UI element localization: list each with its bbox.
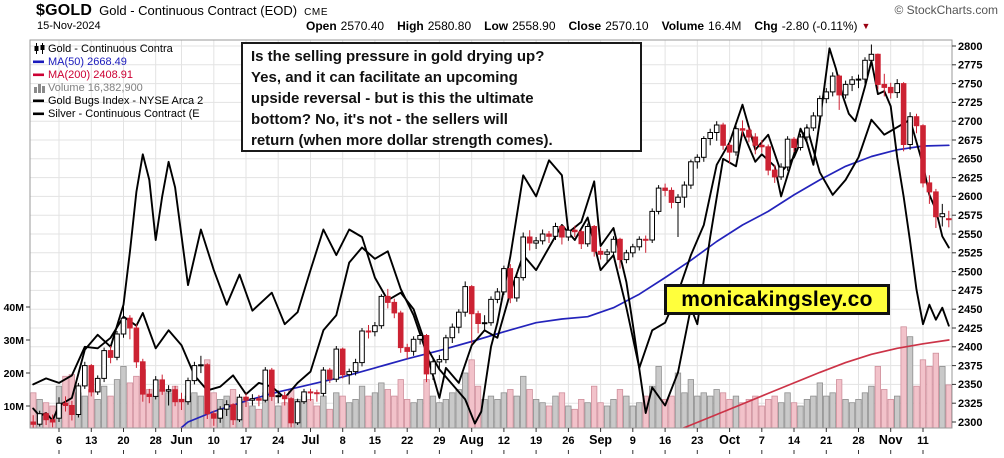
- legend-row: MA(50) 2668.49: [33, 55, 241, 68]
- svg-text:2650: 2650: [958, 154, 982, 166]
- svg-text:14: 14: [788, 435, 801, 447]
- quote-change: Chg -2.80 (-0.11%) ▼: [754, 19, 871, 33]
- svg-text:30M: 30M: [4, 335, 25, 347]
- svg-text:2775: 2775: [958, 60, 982, 72]
- svg-text:6: 6: [56, 435, 62, 447]
- legend-label: MA(50) 2668.49: [48, 55, 127, 68]
- svg-text:12: 12: [498, 435, 510, 447]
- legend-row: MA(200) 2408.91: [33, 68, 241, 81]
- candlestick-icon: [33, 43, 48, 54]
- svg-text:16: 16: [659, 435, 671, 447]
- svg-text:7: 7: [759, 435, 765, 447]
- down-triangle-icon: ▼: [861, 21, 871, 31]
- svg-text:2425: 2425: [958, 323, 982, 335]
- security-name: Gold - Continuous Contract (EOD): [99, 3, 298, 18]
- svg-text:Aug: Aug: [460, 433, 484, 447]
- svg-text:21: 21: [820, 435, 832, 447]
- svg-text:17: 17: [240, 435, 252, 447]
- svg-text:9: 9: [630, 435, 636, 447]
- quote-open: Open 2570.40: [306, 19, 385, 33]
- legend-label: Gold Bugs Index - NYSE Arca 2: [48, 94, 204, 107]
- svg-text:23: 23: [691, 435, 703, 447]
- annotation-line: Yes, and it can facilitate an upcoming: [251, 69, 518, 86]
- svg-text:10: 10: [208, 435, 220, 447]
- svg-text:29: 29: [433, 435, 445, 447]
- svg-text:2300: 2300: [958, 417, 982, 429]
- svg-text:2350: 2350: [958, 379, 982, 391]
- svg-text:2700: 2700: [958, 116, 982, 128]
- legend-row: Volume 16,382,900: [33, 81, 241, 94]
- svg-text:2750: 2750: [958, 78, 982, 90]
- svg-text:2575: 2575: [958, 210, 982, 222]
- svg-text:2675: 2675: [958, 135, 982, 147]
- svg-text:20M: 20M: [4, 368, 25, 380]
- ticker-symbol: $GOLD: [36, 2, 93, 19]
- svg-text:22: 22: [401, 435, 413, 447]
- svg-text:28: 28: [150, 435, 162, 447]
- svg-text:Jun: Jun: [170, 433, 192, 447]
- svg-text:2550: 2550: [958, 229, 982, 241]
- chart-legend: Gold - Continuous Contra MA(50) 2668.49 MA…: [33, 42, 241, 120]
- legend-label: Silver - Continuous Contract (E: [48, 107, 200, 120]
- svg-text:2450: 2450: [958, 304, 982, 316]
- annotation-line: Is the selling pressure in gold drying u…: [251, 48, 545, 65]
- svg-text:2325: 2325: [958, 398, 982, 410]
- annotation-line: bottom? No, it's not - the sellers will: [251, 111, 508, 128]
- chart-header: $GOLD Gold - Continuous Contract (EOD) C…: [36, 2, 328, 20]
- legend-row: Silver - Continuous Contract (E: [33, 107, 241, 120]
- chart-date: 15-Nov-2024: [37, 20, 101, 32]
- legend-row: Gold Bugs Index - NYSE Arca 2: [33, 94, 241, 107]
- watermark-badge: monicakingsley.co: [664, 284, 890, 315]
- line-swatch-icon: [33, 108, 48, 119]
- svg-text:40M: 40M: [4, 302, 25, 314]
- svg-text:13: 13: [85, 435, 97, 447]
- line-swatch-icon: [33, 95, 48, 106]
- svg-text:Sep: Sep: [589, 433, 612, 447]
- line-swatch-icon: [33, 69, 48, 80]
- annotation-box: Is the selling pressure in gold drying u…: [241, 42, 642, 152]
- svg-text:2800: 2800: [958, 41, 982, 53]
- svg-text:Nov: Nov: [879, 433, 903, 447]
- svg-text:2375: 2375: [958, 360, 982, 372]
- svg-text:19: 19: [530, 435, 542, 447]
- svg-text:2400: 2400: [958, 342, 982, 354]
- copyright: © StockCharts.com: [894, 3, 998, 17]
- legend-label: Volume 16,382,900: [48, 81, 143, 94]
- svg-text:Jul: Jul: [301, 433, 319, 447]
- exchange-label: CME: [304, 7, 329, 18]
- volume-bars-icon: [33, 82, 48, 93]
- svg-text:24: 24: [272, 435, 285, 447]
- legend-label: MA(200) 2408.91: [48, 68, 133, 81]
- svg-text:2625: 2625: [958, 172, 982, 184]
- quote-low: Low 2558.90: [484, 19, 556, 33]
- svg-text:2475: 2475: [958, 285, 982, 297]
- quote-bar: Open 2570.40 High 2580.80 Low 2558.90 Cl…: [306, 19, 870, 33]
- quote-volume: Volume 16.4M: [661, 19, 742, 33]
- quote-close: Close 2570.10: [568, 19, 649, 33]
- svg-text:28: 28: [852, 435, 864, 447]
- svg-text:11: 11: [917, 435, 929, 447]
- svg-text:10M: 10M: [4, 401, 25, 413]
- svg-text:26: 26: [562, 435, 574, 447]
- annotation-line: upside reversal - but is this the ultima…: [251, 90, 534, 107]
- svg-text:20: 20: [117, 435, 129, 447]
- svg-text:2525: 2525: [958, 248, 982, 260]
- svg-text:2600: 2600: [958, 191, 982, 203]
- svg-text:2725: 2725: [958, 97, 982, 109]
- line-swatch-icon: [33, 56, 48, 67]
- svg-text:Oct: Oct: [719, 433, 741, 447]
- svg-text:15: 15: [369, 435, 381, 447]
- svg-text:2500: 2500: [958, 266, 982, 278]
- legend-label: Gold - Continuous Contra: [48, 42, 173, 55]
- legend-row: Gold - Continuous Contra: [33, 42, 241, 55]
- svg-text:8: 8: [340, 435, 346, 447]
- annotation-line: return (when more dollar strength comes)…: [251, 132, 553, 149]
- quote-high: High 2580.80: [397, 19, 472, 33]
